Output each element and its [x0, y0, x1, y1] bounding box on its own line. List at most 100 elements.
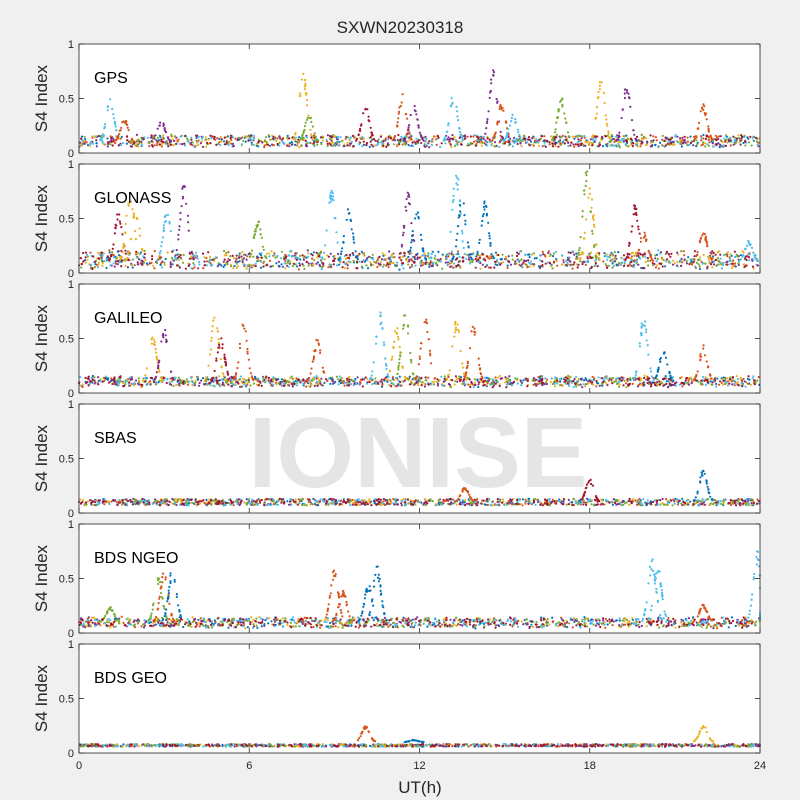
data-point [711, 250, 714, 253]
data-point [349, 219, 353, 222]
data-point [339, 136, 342, 139]
data-point [239, 375, 243, 378]
data-point [220, 140, 223, 143]
data-point [458, 377, 461, 380]
data-point [323, 258, 326, 261]
data-point [552, 135, 555, 138]
data-point [621, 108, 624, 111]
data-point [333, 135, 336, 138]
data-point [127, 250, 130, 253]
data-point [335, 264, 339, 267]
data-point [403, 314, 406, 317]
data-point [708, 261, 711, 264]
data-point [583, 231, 586, 234]
data-point [129, 192, 132, 195]
data-point [452, 255, 455, 258]
data-point [541, 377, 544, 381]
data-point [409, 113, 412, 117]
data-point [156, 127, 159, 130]
data-point [165, 340, 168, 344]
data-point [275, 383, 278, 386]
data-point [467, 246, 470, 249]
data-point [490, 82, 493, 85]
data-point [715, 382, 718, 386]
data-point [564, 379, 567, 382]
data-point [609, 144, 612, 147]
data-point [437, 136, 440, 139]
data-point [286, 259, 289, 262]
data-point [341, 380, 344, 383]
data-point [704, 145, 707, 148]
data-point [485, 140, 488, 143]
data-point [655, 139, 658, 142]
data-point [623, 92, 626, 95]
data-point [556, 379, 559, 382]
data-point [701, 262, 704, 265]
data-point [275, 379, 278, 382]
data-point [307, 114, 310, 117]
data-point [735, 253, 738, 256]
data-point [312, 378, 315, 381]
data-point [410, 263, 414, 267]
data-point [685, 260, 688, 263]
data-point [370, 131, 373, 134]
data-point [429, 362, 433, 365]
data-point [359, 127, 362, 130]
data-point [254, 230, 257, 233]
data-point [644, 239, 648, 243]
data-point [198, 260, 201, 263]
data-point [260, 384, 263, 387]
data-point [755, 259, 759, 262]
data-point [625, 140, 629, 143]
data-point [177, 253, 180, 256]
data-point [356, 137, 359, 140]
data-point [361, 385, 364, 388]
data-point [413, 261, 416, 264]
panel-background [79, 284, 760, 393]
data-point [455, 238, 458, 242]
data-point [594, 262, 598, 265]
data-point [718, 383, 721, 386]
data-point [524, 253, 527, 256]
data-point [639, 257, 642, 260]
data-point [702, 103, 705, 106]
data-point [131, 383, 134, 386]
data-point [213, 135, 216, 139]
data-point [381, 384, 384, 387]
data-point [172, 249, 175, 252]
data-point [106, 105, 110, 108]
data-point [319, 349, 322, 352]
data-point [446, 261, 450, 264]
data-point [87, 384, 90, 387]
data-point [278, 265, 281, 268]
data-point [408, 252, 411, 255]
y-tick-label: 0 [68, 268, 74, 280]
data-point [143, 249, 146, 253]
data-point [260, 236, 263, 239]
data-point [230, 142, 233, 145]
data-point [476, 252, 479, 255]
data-point [243, 265, 246, 268]
data-point [284, 253, 287, 256]
data-point [215, 143, 218, 146]
data-point [181, 195, 185, 198]
data-point [458, 140, 461, 143]
data-point [462, 259, 465, 262]
data-point [622, 384, 625, 387]
data-point [572, 143, 575, 146]
data-point [627, 244, 631, 247]
data-point [719, 139, 722, 142]
data-point [433, 257, 436, 260]
data-point [697, 380, 700, 383]
data-point [446, 264, 449, 267]
data-point [458, 127, 461, 130]
data-point [433, 377, 436, 380]
data-point [416, 257, 419, 261]
data-point [591, 144, 594, 147]
data-point [210, 339, 213, 342]
data-point [410, 138, 413, 141]
data-point [497, 253, 500, 257]
data-point [437, 260, 440, 263]
data-point [270, 250, 273, 253]
data-point [749, 383, 753, 386]
